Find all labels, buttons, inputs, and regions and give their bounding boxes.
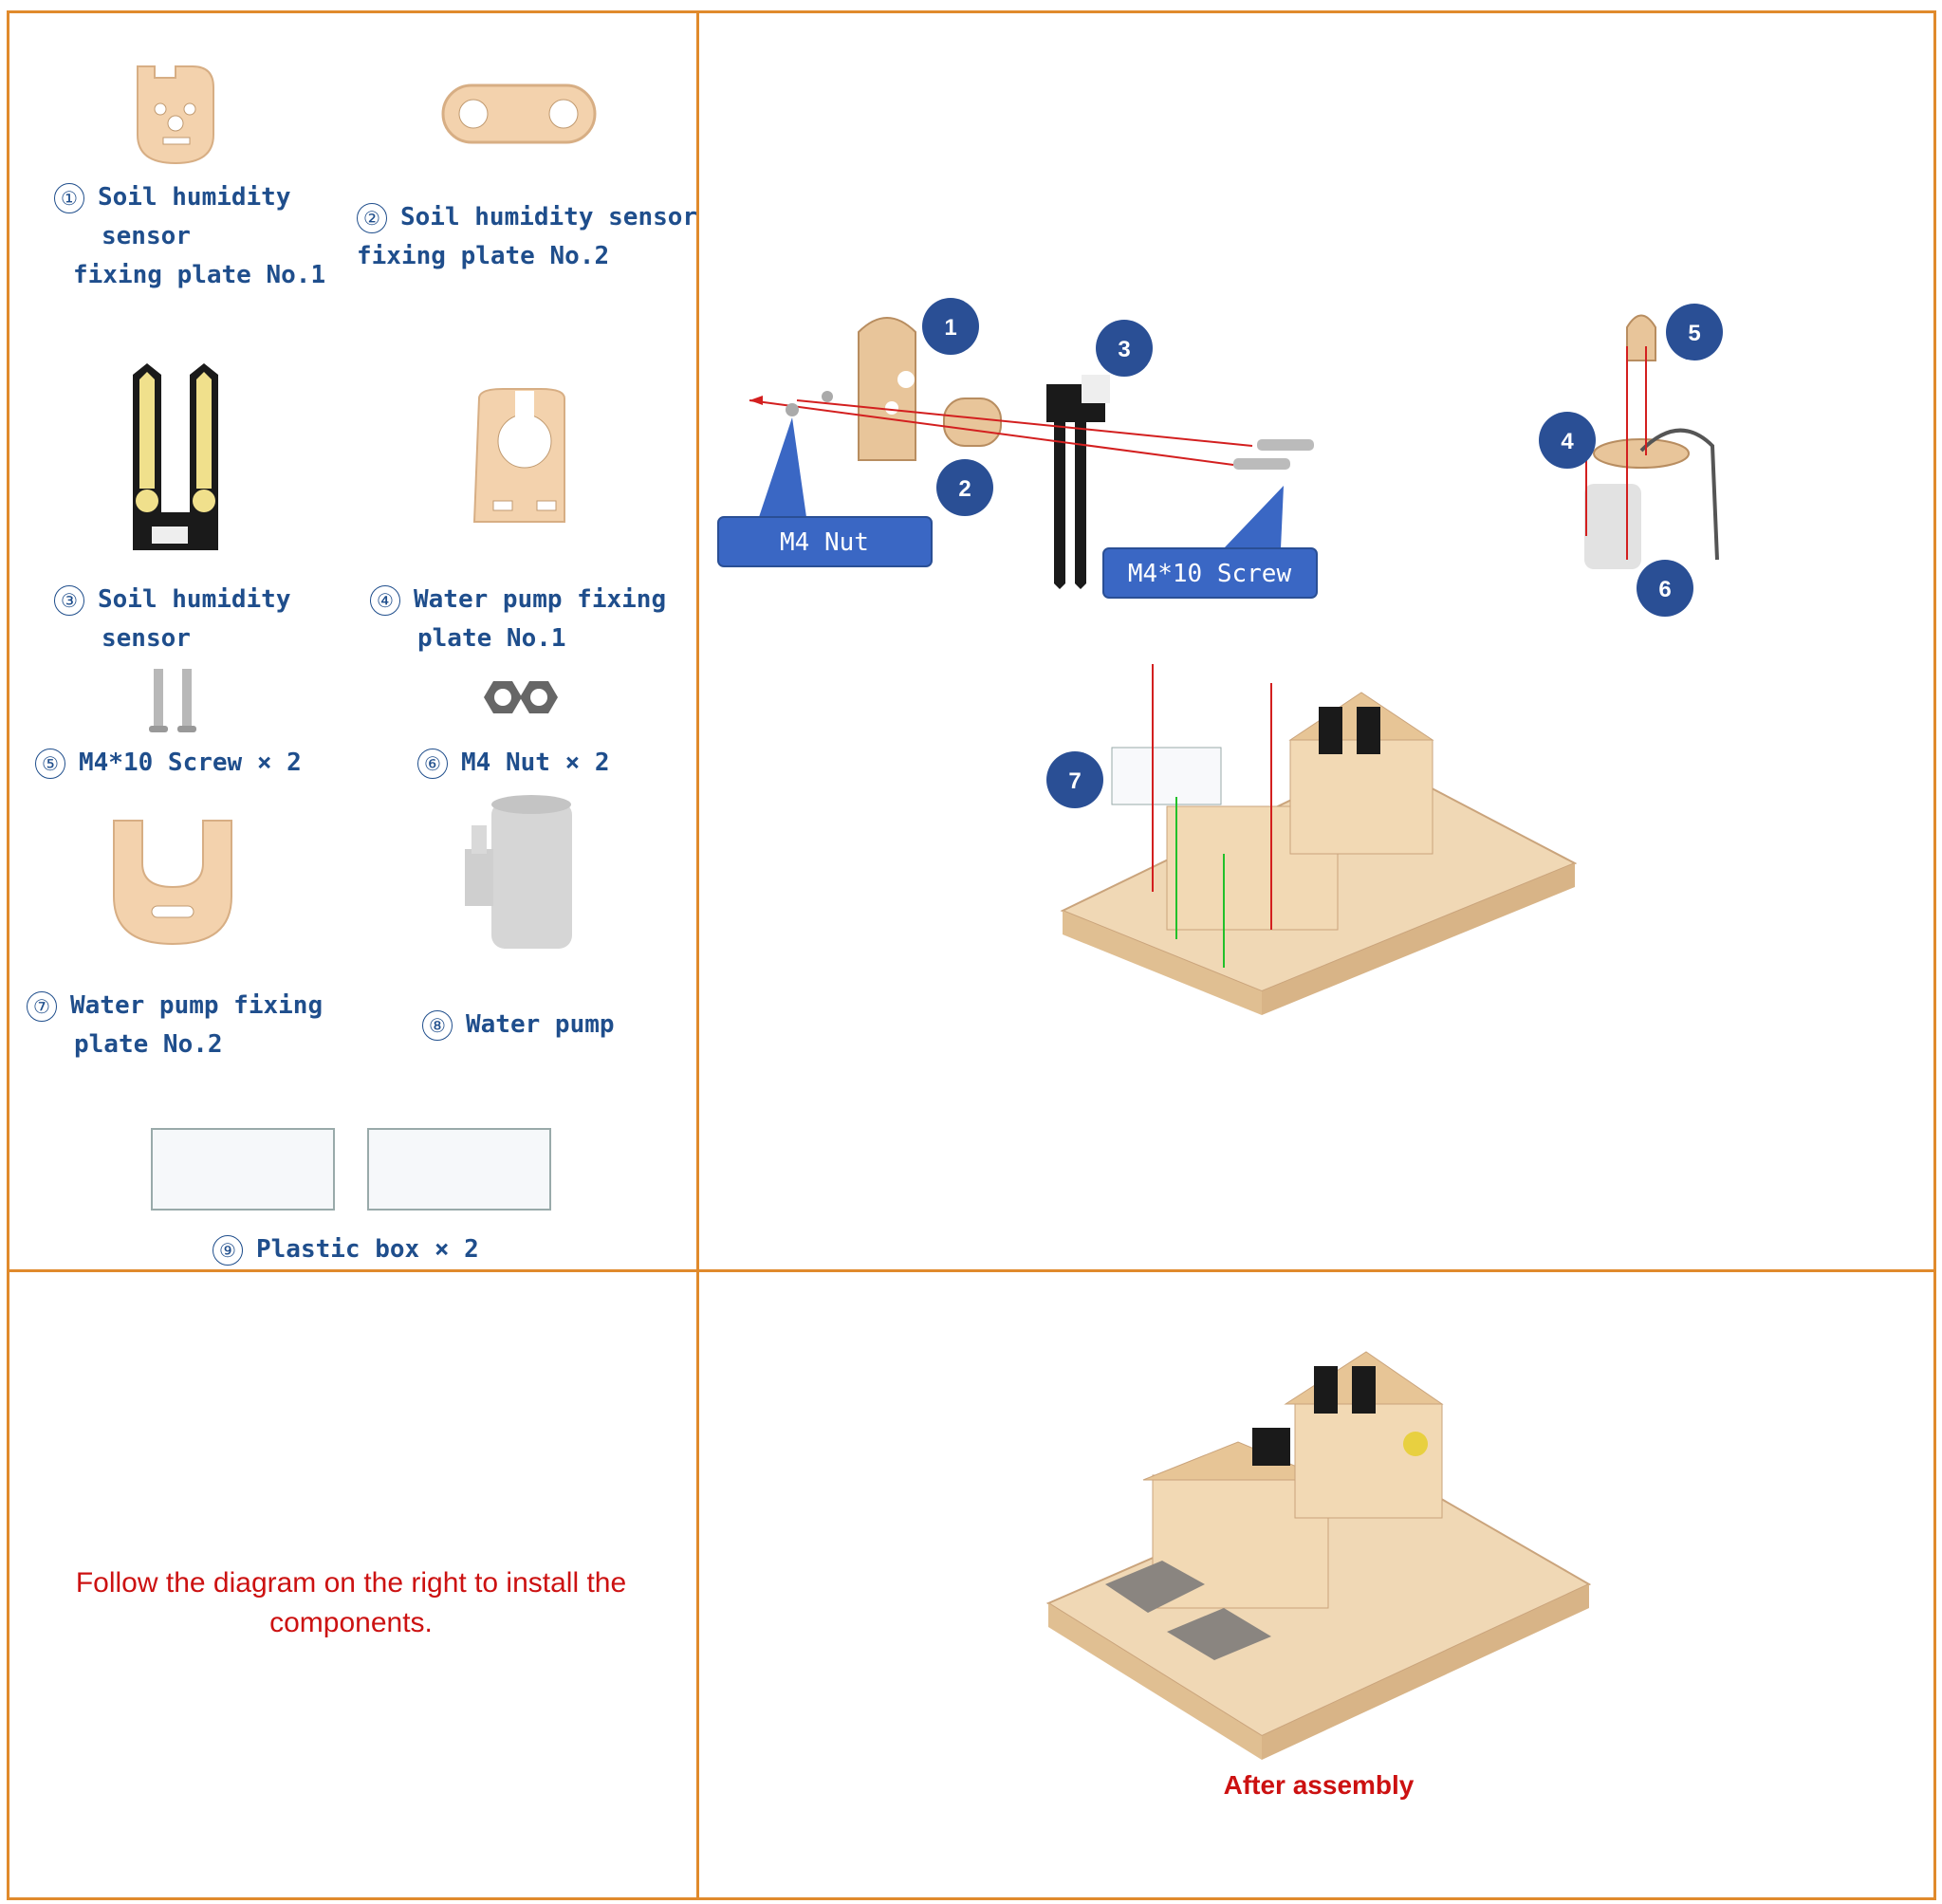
part-1-label: ① Soil humidity sensor fixing plate No.1 bbox=[54, 178, 325, 295]
badge-5: 5 bbox=[1688, 321, 1700, 346]
m4-screws-image bbox=[149, 669, 196, 732]
pump-assembly-diagram bbox=[1584, 314, 1719, 569]
badge-7: 7 bbox=[1068, 768, 1081, 794]
water-pump-image bbox=[465, 795, 572, 949]
m4-nuts-image bbox=[484, 681, 558, 713]
plastic-boxes-image bbox=[151, 1128, 551, 1211]
sensor-assembly-diagram bbox=[749, 317, 1314, 589]
m4-screw-callout: M4*10 Screw bbox=[1102, 486, 1318, 599]
part-6-number: ⑥ bbox=[417, 748, 448, 779]
part-5-label: ⑤ M4*10 Screw × 2 bbox=[35, 744, 302, 783]
water-pump-plate-2-image bbox=[113, 820, 232, 946]
assembled-model-image bbox=[1045, 1351, 1592, 1760]
part-3-label: ③ Soil humidity sensor bbox=[54, 581, 291, 658]
part-2-label: ② Soil humidity sensor fixing plate No.2 bbox=[357, 202, 698, 270]
water-pump-plate-1-image bbox=[472, 388, 565, 523]
step-badges: 1 2 3 4 5 6 7 bbox=[922, 298, 1723, 808]
badge-6: 6 bbox=[1658, 577, 1671, 602]
part-1-number: ① bbox=[54, 182, 84, 213]
badge-3: 3 bbox=[1118, 337, 1130, 362]
m4-nut-callout-text: M4 Nut bbox=[780, 528, 869, 557]
soil-sensor-plate-2-image bbox=[441, 83, 597, 144]
part-2-number: ② bbox=[357, 202, 387, 233]
installation-instruction: Follow the diagram on the right to insta… bbox=[75, 1567, 627, 1638]
part-7-label: ⑦ Water pump fixing plate No.2 bbox=[27, 987, 323, 1064]
soil-sensor-plate-1-image bbox=[137, 65, 214, 165]
after-assembly-panel bbox=[696, 1269, 1936, 1900]
part-6-label: ⑥ M4 Nut × 2 bbox=[417, 744, 610, 783]
part-3-number: ③ bbox=[54, 584, 84, 616]
part-5-number: ⑤ bbox=[35, 748, 65, 779]
part-4-number: ④ bbox=[370, 584, 400, 616]
part-7-number: ⑦ bbox=[27, 990, 57, 1022]
m4-screw-callout-text: M4*10 Screw bbox=[1128, 560, 1292, 588]
badge-2: 2 bbox=[958, 476, 971, 502]
soil-humidity-sensor-image bbox=[133, 363, 218, 550]
m4-nut-callout: M4 Nut bbox=[717, 417, 933, 567]
part-9-label: ⑨ Plastic box × 2 bbox=[213, 1230, 479, 1269]
badge-1: 1 bbox=[944, 315, 956, 341]
part-8-number: ⑧ bbox=[422, 1009, 453, 1041]
badge-4: 4 bbox=[1561, 429, 1574, 454]
part-9-number: ⑨ bbox=[213, 1234, 243, 1266]
part-4-label: ④ Water pump fixing plate No.1 bbox=[370, 581, 666, 658]
model-house-diagram bbox=[1060, 664, 1578, 1015]
part-8-label: ⑧ Water pump bbox=[422, 1006, 615, 1044]
after-assembly-label: After assembly bbox=[1223, 1770, 1415, 1800]
